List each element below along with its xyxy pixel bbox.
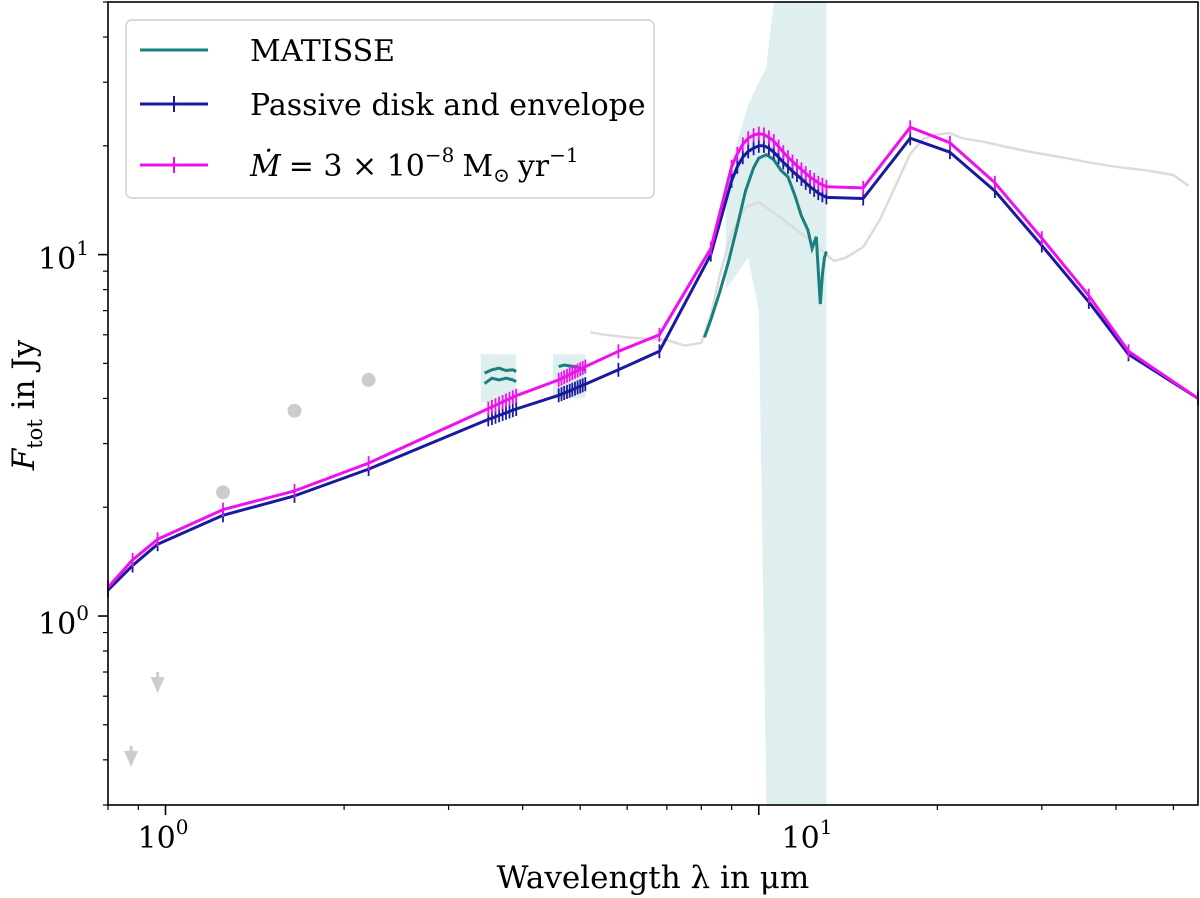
y-axis-label-main: F <box>6 447 42 471</box>
y-tick-label-1-base: 10 <box>38 607 76 642</box>
legend-mdot-unit: M <box>462 149 493 184</box>
photometry-layer <box>124 372 376 767</box>
grey-spectrum-line <box>590 131 1190 347</box>
x-tick-label-10-exp: 1 <box>820 815 833 839</box>
y-tick-label-1-exp: 0 <box>76 601 89 625</box>
y-axis-label: Ftot in Jy <box>6 339 47 471</box>
photometry-point-0 <box>216 485 230 500</box>
legend-label-passive: Passive disk and envelope <box>250 88 646 123</box>
legend-label-matisse: MATISSE <box>250 34 395 69</box>
model-layer <box>106 120 1199 597</box>
accretion-model-line <box>106 125 1199 589</box>
plot-frame <box>107 1 1199 806</box>
legend-label-accretion: Ṁ = 3 × 10−8 M⊙ yr−1 <box>249 143 579 187</box>
y-axis-label-sub: tot <box>23 419 47 449</box>
grey-spectrum-layer <box>590 131 1190 347</box>
x-tick-label-10-base: 10 <box>782 821 820 856</box>
x-tick-label-1: 100 <box>138 815 189 856</box>
matisse-line-3 <box>703 152 828 338</box>
legend-mdot-eq: = 3 × 10 <box>289 149 425 184</box>
matisse-line-1 <box>483 366 517 375</box>
x-tick-label-10: 101 <box>782 815 833 856</box>
y-tick-label-10: 101 <box>38 236 89 277</box>
legend-swatch-accretion <box>140 157 208 173</box>
legend-mdot-unit-sub: ⊙ <box>493 163 510 187</box>
legend-mdot-unit2: yr <box>517 149 550 184</box>
legend-mdot-exp: −8 <box>425 143 454 167</box>
photometry-upper-limit-3 <box>124 745 139 767</box>
matisse-line-0 <box>483 376 517 385</box>
y-tick-label-10-base: 10 <box>38 242 76 277</box>
legend: MATISSE Passive disk and envelope Ṁ = 3 ×… <box>125 19 655 199</box>
passive-model-line <box>106 136 1199 592</box>
y-tick-label-10-exp: 1 <box>76 236 89 260</box>
y-tick-label-1: 100 <box>38 601 89 642</box>
matisse-band-2 <box>725 2 827 805</box>
photometry-point-1 <box>287 403 302 418</box>
photometry-point-2 <box>361 372 376 387</box>
legend-mdot-unit2-exp: −1 <box>549 143 578 167</box>
x-tick-label-1-exp: 0 <box>176 815 189 839</box>
axis-ticks <box>98 1 1175 815</box>
legend-mdot-symbol: Ṁ <box>249 148 282 184</box>
legend-swatch-passive <box>140 96 208 112</box>
legend-box <box>125 19 655 199</box>
x-tick-label-1-base: 10 <box>138 821 176 856</box>
y-axis-label-rest: in Jy <box>6 339 42 419</box>
photometry-upper-limit-4 <box>150 672 165 694</box>
x-axis-label: Wavelength λ in μm <box>497 860 810 896</box>
